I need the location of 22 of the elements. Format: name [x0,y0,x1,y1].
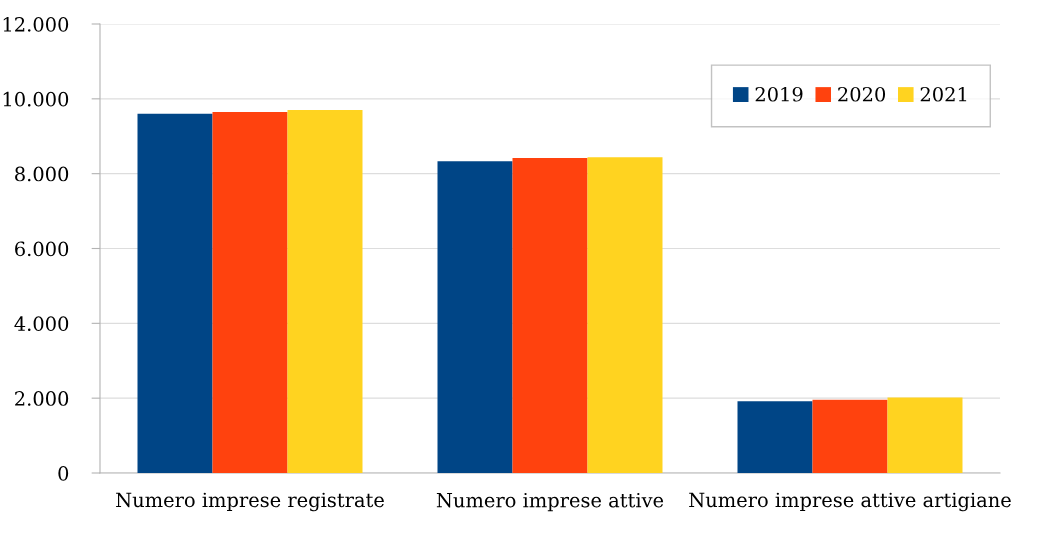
y-tick-label: 12.000 [3,16,69,32]
y-tick-label: 6.000 [15,241,69,257]
y-tick-label: 8.000 [15,166,69,182]
bar [812,399,888,473]
y-tick-label: 4.000 [14,316,69,331]
bar [287,110,363,473]
legend-label: 2020 [838,86,886,102]
y-tick-label: 2.000 [15,391,69,406]
legend-label: 2019 [755,86,803,102]
y-tick-label: 0 [58,465,69,481]
bar [512,157,588,473]
bar [587,157,663,473]
bar [212,111,288,473]
bar [437,161,513,473]
bar [737,401,813,473]
x-tick-label: Numero imprese attive artigiane [689,492,1011,512]
x-tick-label: Numero imprese registrate [116,492,384,512]
bar [137,113,213,473]
bar [887,397,963,473]
x-tick-label: Numero imprese attive [436,492,664,512]
legend-label: 2021 [920,86,967,102]
y-tick-label: 10.000 [3,91,69,107]
